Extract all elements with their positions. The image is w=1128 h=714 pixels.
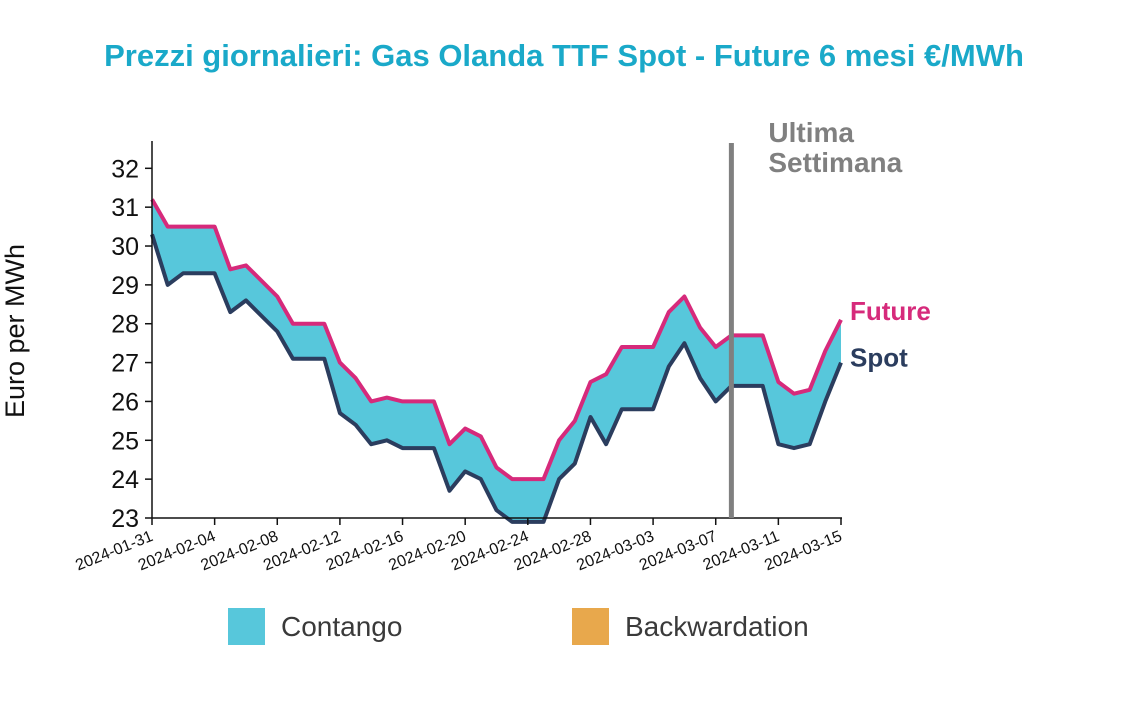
marker-label: Ultima [768,117,854,148]
contango-area [152,199,841,522]
y-tick-label: 23 [111,505,139,533]
y-tick-label: 29 [111,272,139,300]
y-tick-label: 32 [111,155,139,183]
series-label-future: Future [850,296,931,326]
legend-item-contango: Contango [228,608,402,645]
legend-label-contango: Contango [281,610,403,642]
chart-title: Prezzi giornalieri: Gas Olanda TTF Spot … [104,38,1024,73]
y-tick-label: 28 [111,311,139,339]
y-tick-label: 30 [111,233,139,261]
y-tick-label: 26 [111,388,139,416]
legend-item-backwardation: Backwardation [572,608,809,645]
y-tick-label: 31 [111,194,139,222]
backwardation-swatch [572,608,609,645]
legend-label-backwardation: Backwardation [625,610,809,642]
y-tick-label: 24 [111,466,139,494]
series-labels: Future Spot [850,296,931,373]
contango-swatch [228,608,265,645]
series-label-spot: Spot [850,343,908,373]
spread-area [152,199,841,522]
marker-label: Settimana [768,147,902,178]
y-axis-label: Euro per MWh [0,244,30,418]
y-tick-label: 25 [111,427,139,455]
series-line-spot [150,233,843,524]
y-tick-label: 27 [111,350,139,378]
